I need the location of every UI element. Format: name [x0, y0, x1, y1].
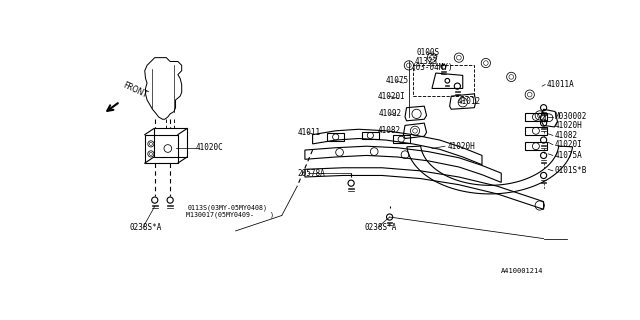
- Text: 41011: 41011: [297, 128, 321, 137]
- Text: 41082: 41082: [378, 126, 401, 135]
- Text: 41075A: 41075A: [554, 151, 582, 160]
- Text: FRONT: FRONT: [122, 81, 149, 100]
- Text: 20578A: 20578A: [297, 169, 325, 178]
- Text: 41020I: 41020I: [378, 92, 406, 101]
- Text: 41020H: 41020H: [554, 121, 582, 130]
- Text: 0238S*A: 0238S*A: [129, 222, 162, 232]
- Text: 41020H: 41020H: [447, 142, 475, 151]
- Text: M030002: M030002: [554, 112, 587, 121]
- Text: 0101S*B: 0101S*B: [554, 166, 587, 175]
- Text: 0113S(03MY-05MY0408): 0113S(03MY-05MY0408): [188, 204, 268, 211]
- Text: M130017(05MY0409-    ): M130017(05MY0409- ): [186, 212, 273, 218]
- Text: 41011A: 41011A: [547, 80, 575, 89]
- Text: 41020C: 41020C: [196, 143, 223, 152]
- Text: 41012: 41012: [458, 97, 481, 106]
- Text: (03-04MY): (03-04MY): [411, 63, 452, 72]
- Text: 41075: 41075: [386, 76, 409, 85]
- Text: 41323: 41323: [414, 57, 437, 66]
- Text: 41092: 41092: [379, 109, 402, 118]
- Text: 0100S: 0100S: [417, 48, 440, 57]
- Text: 0238S*A: 0238S*A: [365, 222, 397, 232]
- Text: 41082: 41082: [554, 131, 577, 140]
- Text: A410001214: A410001214: [501, 268, 544, 274]
- Text: 41020I: 41020I: [554, 140, 582, 149]
